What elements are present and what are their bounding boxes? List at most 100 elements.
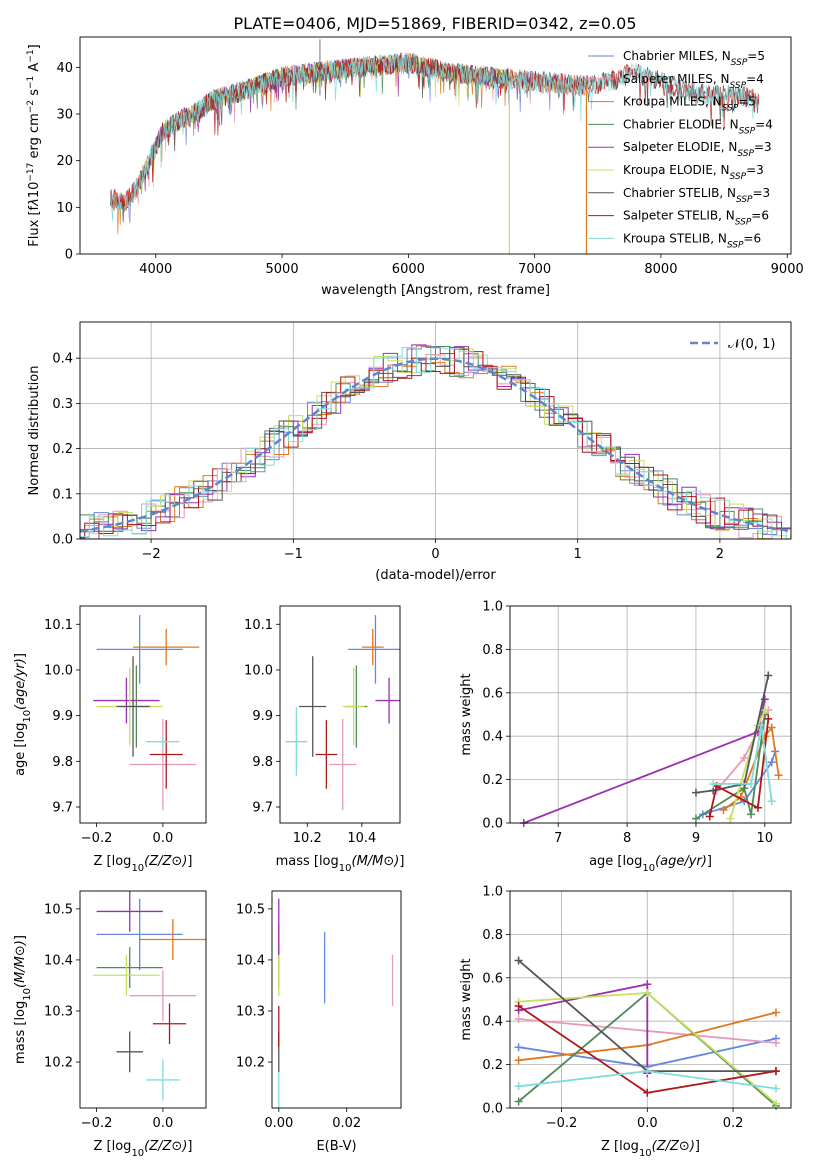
y-tick-label: 0.4 <box>482 1015 503 1030</box>
y-tick-label: 0.0 <box>52 533 73 548</box>
y-axis-label: Flux [fλ10−17 erg cm−2 s−1 A−1] <box>26 44 42 246</box>
plot-area <box>278 898 394 1108</box>
histogram-step <box>80 347 791 539</box>
plot-area <box>109 39 760 254</box>
x-axis-label: Z [log10(Z/Z⊙)] <box>601 1139 700 1159</box>
y-tick-label: 0.2 <box>52 442 73 457</box>
data-marker <box>767 758 776 767</box>
y-tick-label: 0.0 <box>482 817 503 832</box>
x-tick-label: −0.2 <box>81 831 113 846</box>
y-tick-label: 10.4 <box>44 953 73 968</box>
y-tick-label: 0.8 <box>482 643 503 658</box>
x-tick-label: 2 <box>716 547 724 562</box>
series-line <box>708 718 770 817</box>
legend-label: Kroupa ELODIE, NSSP=3 <box>623 163 764 182</box>
panel-weight_vs_Z: −0.2 0.0 0.2 0.0 0.2 0.4 0.6 0.8 1.0 Z [log10(Z/Z… <box>459 885 792 1159</box>
y-tick-label: 9.8 <box>252 755 273 770</box>
histogram-step <box>80 348 791 539</box>
x-tick-label: 0.0 <box>153 831 174 846</box>
plot-area <box>519 671 783 827</box>
x-tick-label: −0.2 <box>81 1116 113 1131</box>
data-marker <box>747 810 756 819</box>
data-marker <box>514 956 523 965</box>
x-tick-label: 9000 <box>771 262 804 277</box>
y-tick-label: 10.3 <box>236 1004 265 1019</box>
y-tick-label: 10.3 <box>44 1004 73 1019</box>
y-tick-label: 0.4 <box>482 730 503 745</box>
data-marker <box>514 1043 523 1052</box>
x-axis-label: mass [log10(M/M⊙)] <box>276 854 405 874</box>
series-line <box>523 699 766 824</box>
y-tick-label: 10 <box>56 201 73 216</box>
y-tick-label: 1.0 <box>482 885 503 900</box>
panel-mass_vs_Z: −0.2 0.0 10.2 10.3 10.4 10.5 Z [log10(Z/Z⊙)] ma… <box>13 890 207 1159</box>
data-marker <box>643 1088 652 1097</box>
x-tick-label: −1 <box>284 547 303 562</box>
x-tick-label: 10.2 <box>293 831 322 846</box>
axes-frame <box>79 605 207 824</box>
y-tick-label: 10.2 <box>44 1056 73 1071</box>
y-axis-label: Normed distribution <box>27 366 42 496</box>
y-tick-label: 9.9 <box>252 709 273 724</box>
y-tick-label: 10.0 <box>44 663 73 678</box>
x-tick-label: 0 <box>431 547 439 562</box>
data-marker <box>753 803 762 812</box>
data-marker <box>691 814 700 823</box>
panel-spectrum: 4000 5000 6000 7000 8000 9000 0 10 20 30 40 wavelen… <box>26 36 804 298</box>
data-marker <box>771 1038 780 1047</box>
y-tick-label: 0.3 <box>52 397 73 412</box>
y-axis-label: mass weight <box>459 958 474 1040</box>
axes-frame <box>279 605 401 824</box>
data-marker <box>771 1099 780 1108</box>
y-tick-label: 10.4 <box>236 953 265 968</box>
x-tick-label: 8000 <box>644 262 677 277</box>
data-marker <box>514 1082 523 1091</box>
data-marker <box>719 805 728 814</box>
axes-frame <box>271 890 402 1109</box>
histogram-step <box>80 344 791 539</box>
legend-label: Kroupa STELIB, NSSP=6 <box>623 231 761 250</box>
x-axis-label: Z [log10(Z/Z⊙)] <box>94 1139 193 1159</box>
data-marker <box>771 1008 780 1017</box>
y-tick-label: 9.8 <box>52 755 73 770</box>
series-line <box>109 54 760 213</box>
data-marker <box>643 1067 652 1076</box>
data-marker <box>709 779 718 788</box>
histogram-step <box>80 354 791 539</box>
x-tick-label: 0.00 <box>264 1116 293 1131</box>
plot-area <box>80 344 791 539</box>
x-tick-label: 4000 <box>139 262 172 277</box>
legend: 𝒩(0, 1) <box>690 337 775 352</box>
legend-label: Chabrier MILES, NSSP=5 <box>623 49 765 68</box>
y-tick-label: 10.1 <box>44 618 73 633</box>
y-tick-label: 9.7 <box>52 801 73 816</box>
axes-frame <box>79 890 207 1109</box>
plot-area <box>93 891 206 1101</box>
y-tick-label: 0.0 <box>482 1102 503 1117</box>
x-tick-label: −0.2 <box>546 1116 578 1131</box>
y-tick-label: 0.2 <box>482 1058 503 1073</box>
legend-label: Salpeter ELODIE, NSSP=3 <box>623 140 772 159</box>
series-line <box>695 714 766 820</box>
data-marker <box>726 814 735 823</box>
data-marker <box>643 988 652 997</box>
y-tick-label: 0.1 <box>52 487 73 502</box>
x-tick-label: 0.02 <box>332 1116 361 1131</box>
data-marker <box>767 723 776 732</box>
y-tick-label: 10.5 <box>44 902 73 917</box>
spectrum-lines <box>109 39 760 254</box>
data-marker <box>764 671 773 680</box>
x-tick-label: 6000 <box>392 262 425 277</box>
data-marker <box>767 797 776 806</box>
data-marker <box>771 1067 780 1076</box>
y-tick-label: 9.9 <box>52 709 73 724</box>
figure-title: PLATE=0406, MJD=51869, FIBERID=0342, z=0… <box>233 14 636 33</box>
legend-label: Salpeter STELIB, NSSP=6 <box>623 209 769 228</box>
x-axis-label: (data-model)/error <box>375 568 496 583</box>
series-line <box>713 725 773 802</box>
x-tick-label: 8 <box>623 831 631 846</box>
y-tick-label: 0.8 <box>482 928 503 943</box>
series-line <box>109 52 760 222</box>
x-tick-label: 7 <box>554 831 562 846</box>
